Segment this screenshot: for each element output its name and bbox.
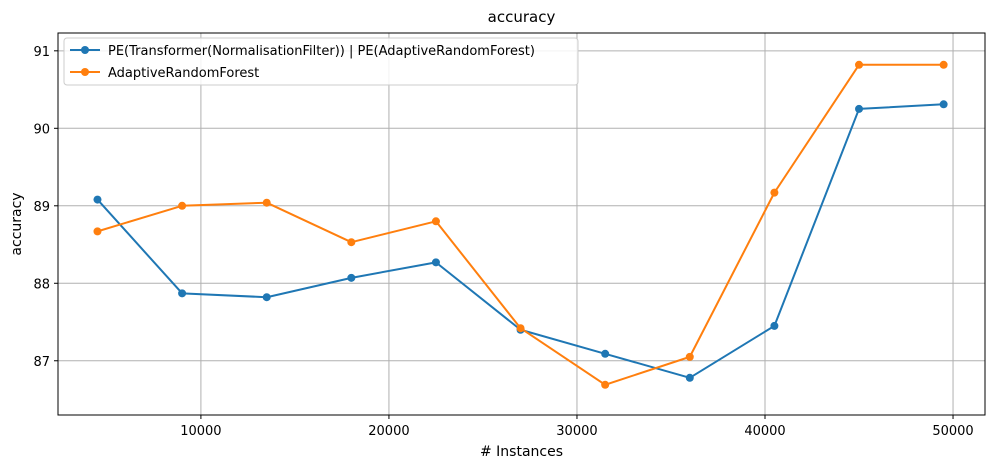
plot-frame bbox=[57, 32, 986, 416]
data-point bbox=[516, 324, 525, 333]
x-tick-label: 50000 bbox=[932, 424, 973, 439]
y-tick-label: 87 bbox=[33, 355, 50, 370]
data-point bbox=[347, 273, 356, 282]
legend-label: AdaptiveRandomForest bbox=[108, 66, 259, 81]
legend: PE(Transformer(NormalisationFilter)) | P… bbox=[63, 37, 579, 86]
y-tick-label: 90 bbox=[33, 122, 50, 137]
data-point bbox=[939, 60, 948, 69]
data-point bbox=[939, 100, 948, 109]
legend-item: AdaptiveRandomForest bbox=[70, 66, 259, 81]
data-point bbox=[685, 352, 694, 361]
data-point bbox=[431, 217, 440, 226]
legend-label: PE(Transformer(NormalisationFilter)) | P… bbox=[108, 44, 535, 59]
data-point bbox=[262, 198, 271, 207]
data-point bbox=[855, 60, 864, 69]
data-point bbox=[93, 195, 102, 204]
data-point bbox=[770, 188, 779, 197]
data-point bbox=[855, 104, 864, 113]
x-tick-label: 20000 bbox=[368, 424, 409, 439]
data-point bbox=[178, 289, 187, 298]
x-tick-label: 10000 bbox=[180, 424, 221, 439]
x-tick-label: 40000 bbox=[744, 424, 785, 439]
y-tick-label: 88 bbox=[33, 277, 50, 292]
y-tick-label: 89 bbox=[33, 200, 50, 215]
x-tick-label: 30000 bbox=[556, 424, 597, 439]
y-axis-ticks: 87 88 89 90 91 bbox=[33, 45, 58, 370]
y-axis-label: accuracy bbox=[9, 192, 25, 255]
data-point bbox=[601, 349, 610, 358]
series-layer bbox=[93, 60, 948, 389]
legend-marker bbox=[81, 46, 89, 54]
series-2 bbox=[93, 60, 948, 389]
chart-title: accuracy bbox=[488, 8, 556, 26]
data-point bbox=[685, 373, 694, 382]
data-point bbox=[93, 227, 102, 236]
data-point bbox=[262, 293, 271, 302]
data-point bbox=[431, 258, 440, 267]
x-axis-label: # Instances bbox=[480, 444, 563, 460]
legend-marker bbox=[81, 68, 89, 76]
data-point bbox=[770, 321, 779, 330]
y-tick-label: 91 bbox=[33, 45, 50, 60]
legend-item: PE(Transformer(NormalisationFilter)) | P… bbox=[70, 44, 535, 59]
data-point bbox=[178, 201, 187, 210]
legend-box bbox=[63, 37, 579, 86]
x-axis-ticks: 10000 20000 30000 40000 50000 bbox=[180, 415, 974, 439]
data-point bbox=[601, 380, 610, 389]
data-point bbox=[347, 238, 356, 247]
